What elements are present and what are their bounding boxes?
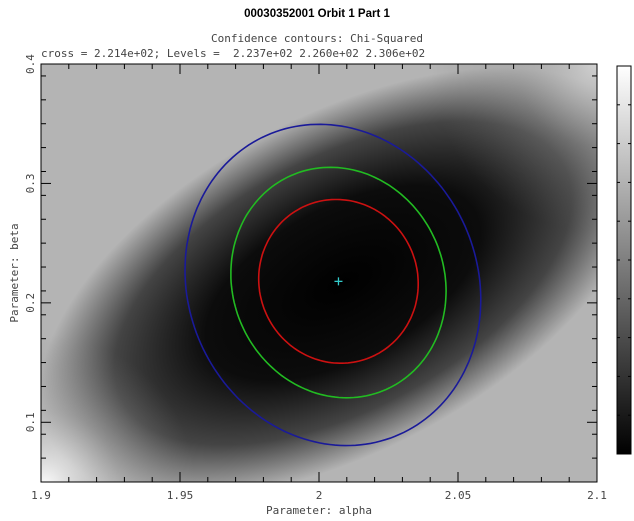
page-title: 00030352001 Orbit 1 Part 1 xyxy=(244,8,390,20)
y-tick-label: 0.1 xyxy=(24,412,37,432)
y-tick-label: 0.4 xyxy=(24,54,37,74)
colorbar xyxy=(616,65,632,455)
x-tick-label: 2 xyxy=(316,489,323,502)
chi2-map-glow-top-right xyxy=(41,64,597,482)
chart-subtitle: cross = 2.214e+02; Levels = 2.237e+02 2.… xyxy=(41,47,426,60)
x-tick-label: 1.9 xyxy=(31,489,51,502)
x-tick-label: 2.1 xyxy=(587,489,607,502)
contour-level-1 xyxy=(257,198,420,365)
best-fit-cross xyxy=(334,277,343,286)
x-tick-label: 2.05 xyxy=(445,489,472,502)
y-axis-label: Parameter: beta xyxy=(8,223,21,322)
y-tick-label: 0.2 xyxy=(24,293,37,313)
y-tick-label: 0.3 xyxy=(24,173,37,193)
x-axis-label: Parameter: alpha xyxy=(266,504,372,517)
chart-title: Confidence contours: Chi-Squared xyxy=(211,32,423,45)
contour-level-2 xyxy=(230,166,447,399)
x-tick-label: 1.95 xyxy=(167,489,194,502)
contour-level-3 xyxy=(184,123,482,447)
